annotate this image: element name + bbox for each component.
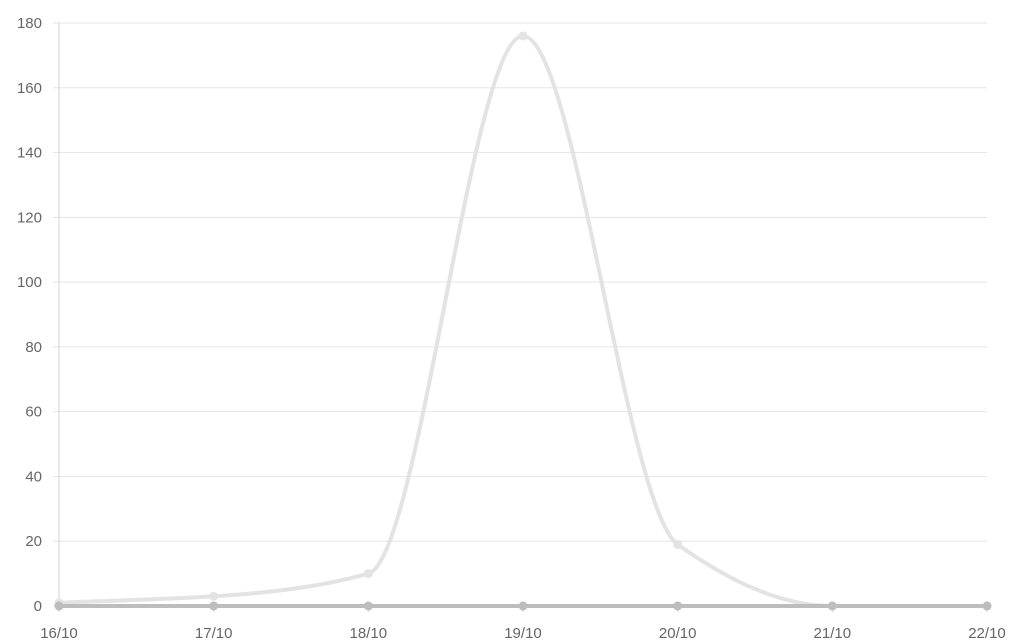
x-tick-label: 18/10 [350,625,388,642]
data-point-series-2[interactable] [827,601,837,611]
y-tick-label: 40 [25,468,42,485]
data-points [54,31,992,611]
data-point-series-2[interactable] [982,601,992,611]
data-point-series-2[interactable] [54,601,64,611]
y-tick-label: 60 [25,404,42,421]
x-tick-label: 21/10 [814,625,852,642]
series-line-1 [57,33,989,609]
y-axis-tick-labels: 0 20 40 60 80 100 120 140 160 180 [17,15,42,615]
data-point-series-2[interactable] [673,601,683,611]
gridlines [53,22,988,612]
y-tick-label: 140 [17,145,42,162]
data-point-series-2[interactable] [518,601,528,611]
y-tick-label: 100 [17,274,42,291]
data-point-series-1[interactable] [209,591,219,601]
x-tick-label: 19/10 [504,625,542,642]
data-point-series-1[interactable] [363,569,373,579]
y-tick-label: 80 [25,339,42,356]
data-point-series-2[interactable] [363,601,373,611]
data-point-series-2[interactable] [209,601,219,611]
x-axis-tick-labels: 16/10 17/10 18/10 19/10 20/10 21/10 22/10 [40,625,1006,642]
y-tick-label: 0 [34,598,42,615]
x-tick-label: 16/10 [40,625,78,642]
x-tick-label: 20/10 [659,625,697,642]
data-point-series-1[interactable] [518,31,528,41]
x-tick-label: 22/10 [968,625,1006,642]
y-tick-label: 160 [17,80,42,97]
series-lines [57,33,989,609]
x-tick-label: 17/10 [195,625,233,642]
data-point-series-1[interactable] [673,539,683,549]
y-tick-label: 180 [17,15,42,32]
y-tick-label: 20 [25,533,42,550]
y-tick-label: 120 [17,209,42,226]
